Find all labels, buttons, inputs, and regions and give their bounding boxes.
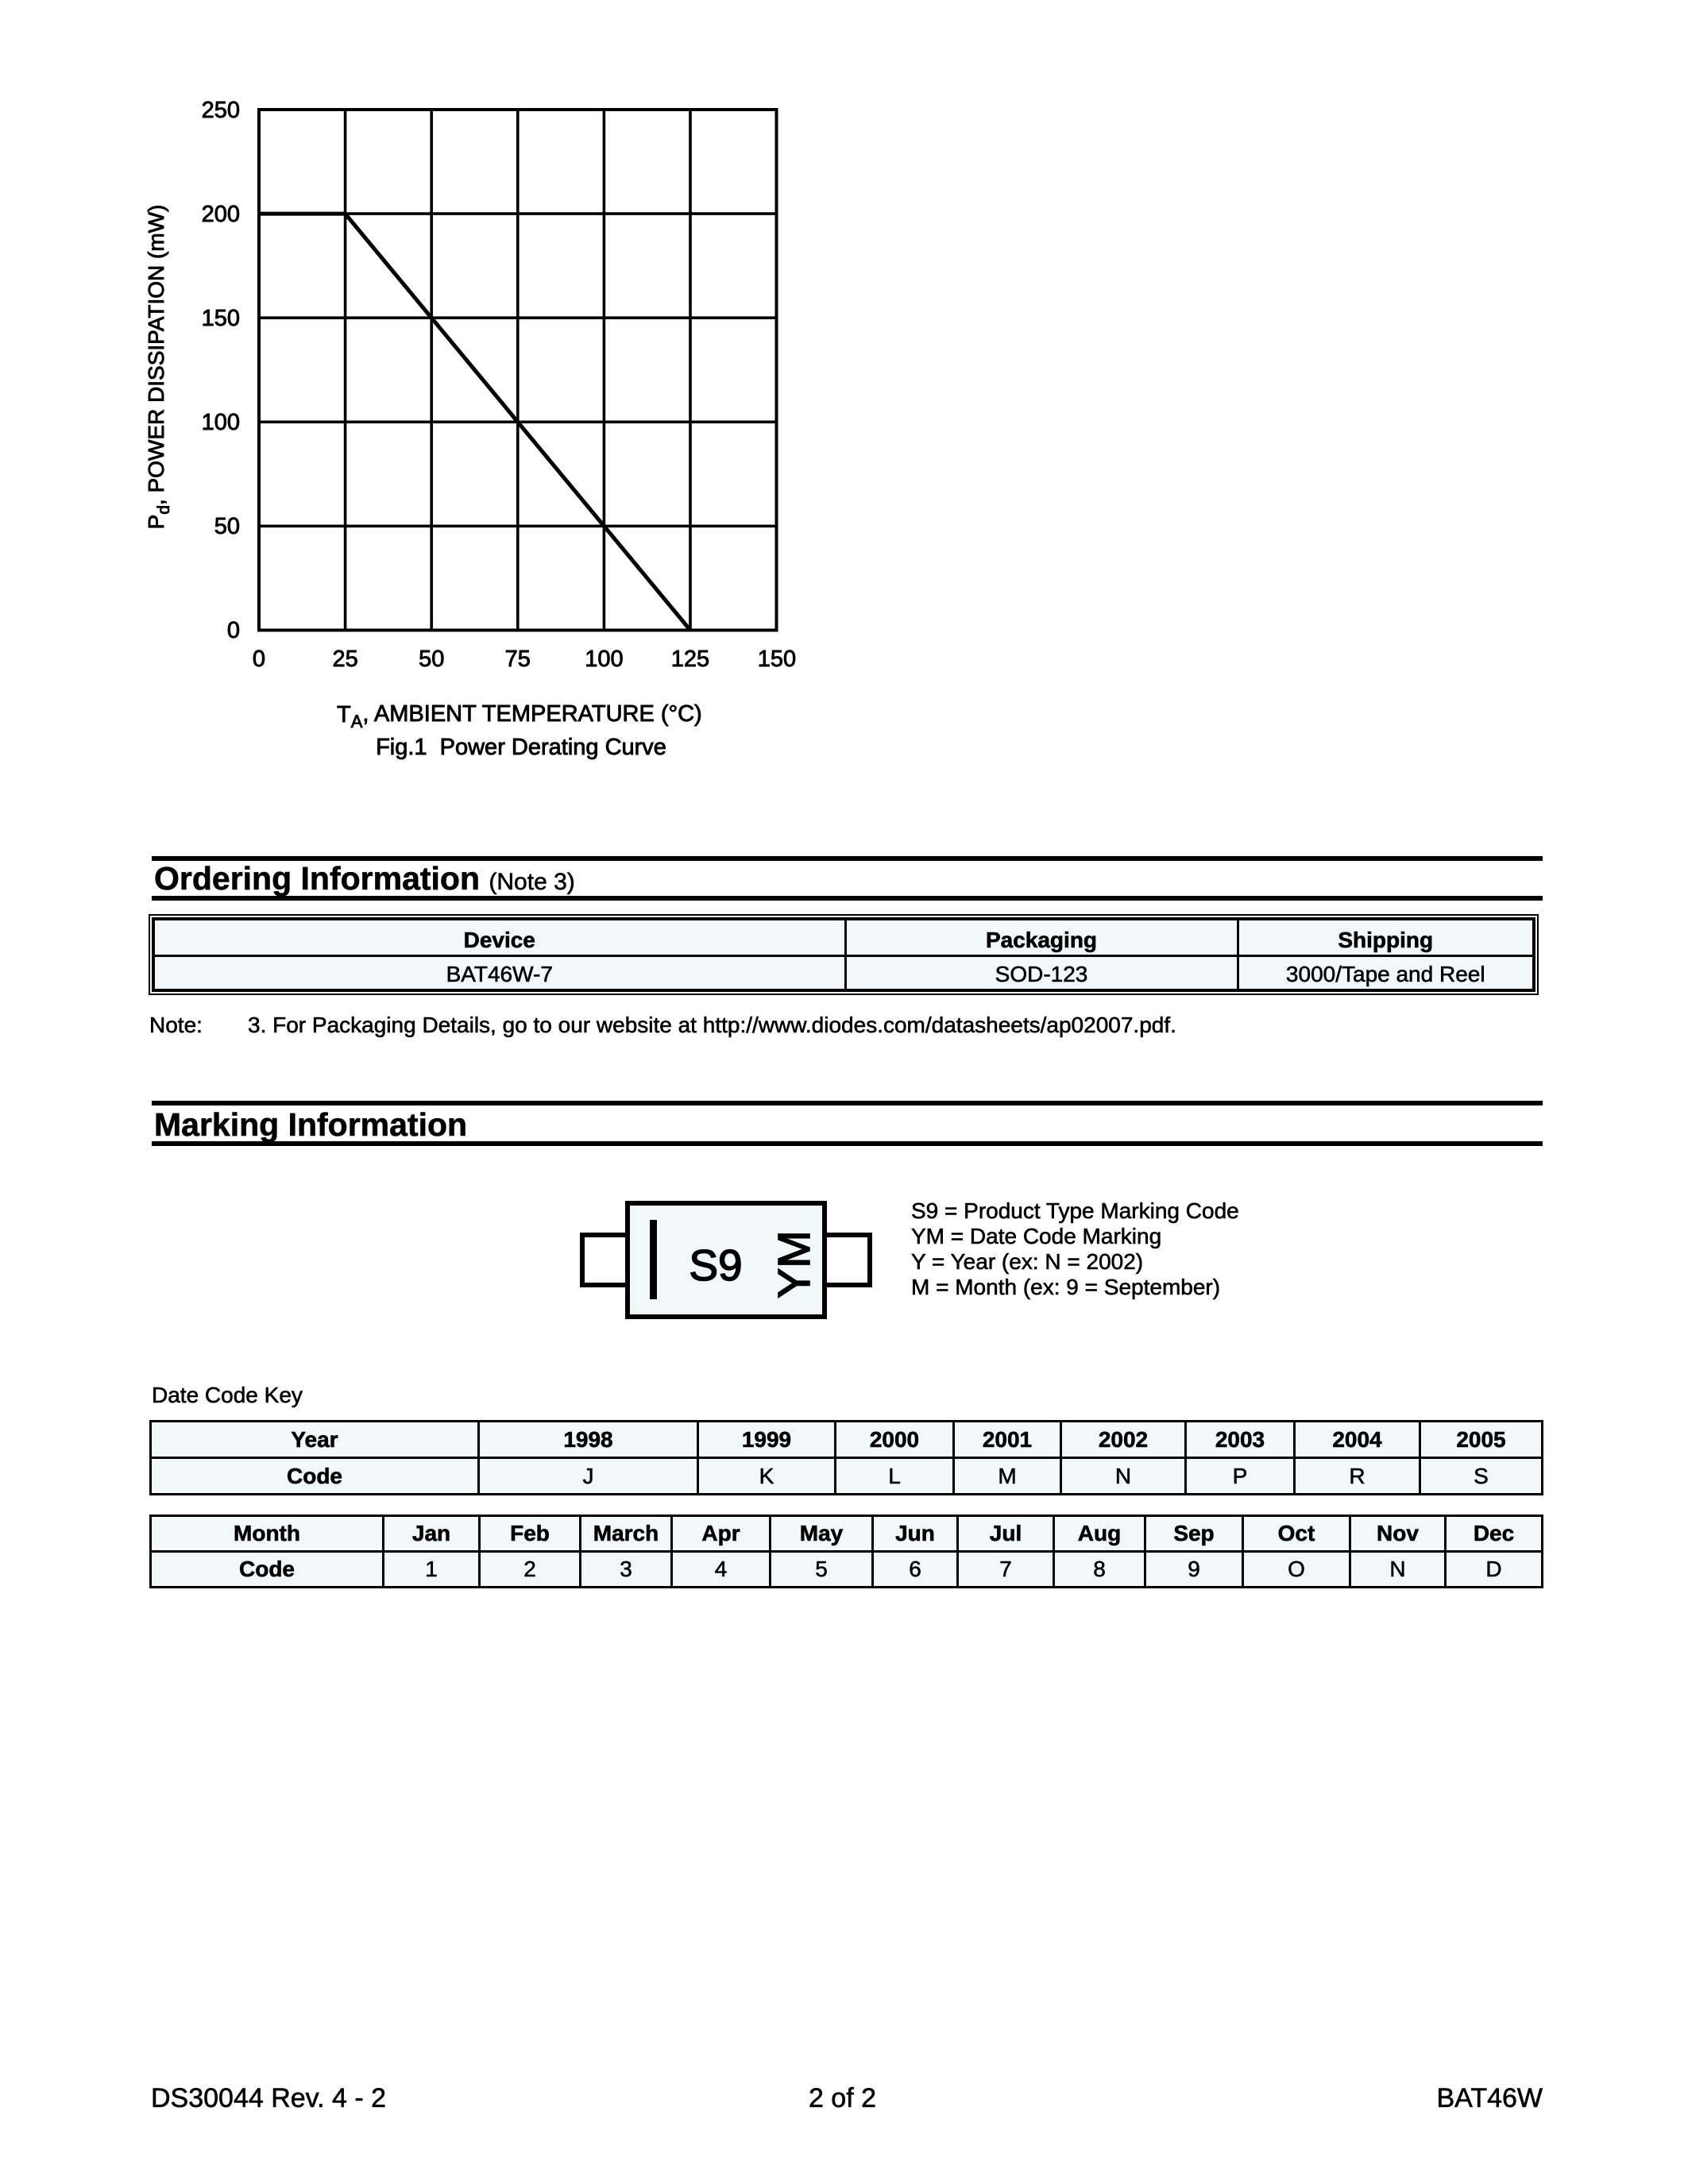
svg-text:S9: S9	[689, 1241, 742, 1290]
svg-text:Fig.1 Power Derating Curve: Fig.1 Power Derating Curve	[376, 735, 666, 760]
svg-text:125: 125	[671, 646, 709, 672]
svg-text:0: 0	[253, 646, 265, 672]
svg-text:75: 75	[505, 646, 531, 672]
svg-text:50: 50	[419, 646, 444, 672]
svg-text:250: 250	[202, 98, 240, 123]
svg-text:50: 50	[214, 514, 240, 539]
svg-text:Pd, POWER DISSIPATION (mW): Pd, POWER DISSIPATION (mW)	[144, 205, 173, 530]
svg-text:150: 150	[202, 306, 240, 331]
svg-text:TA, AMBIENT TEMPERATURE (°C): TA, AMBIENT TEMPERATURE (°C)	[337, 701, 702, 731]
svg-text:150: 150	[758, 646, 796, 672]
svg-text:25: 25	[332, 646, 357, 672]
svg-text:100: 100	[202, 410, 240, 435]
svg-text:200: 200	[202, 202, 240, 227]
svg-text:0: 0	[227, 618, 240, 643]
svg-text:YM: YM	[769, 1230, 820, 1298]
svg-text:100: 100	[585, 646, 623, 672]
